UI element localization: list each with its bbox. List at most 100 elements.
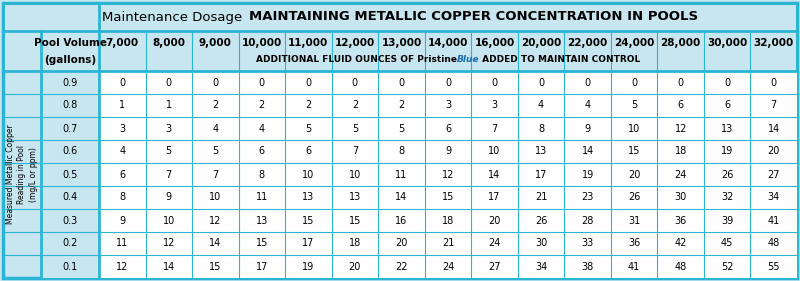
Text: 7: 7 (166, 169, 172, 180)
FancyBboxPatch shape (3, 3, 797, 278)
Text: 14: 14 (582, 146, 594, 157)
Text: 0: 0 (538, 78, 544, 87)
Text: 6: 6 (724, 101, 730, 110)
Text: 13: 13 (302, 192, 314, 203)
Text: 19: 19 (302, 262, 314, 271)
Text: 0.9: 0.9 (62, 78, 78, 87)
Text: 8: 8 (398, 146, 405, 157)
Text: 0.7: 0.7 (62, 124, 78, 133)
Text: 3: 3 (119, 124, 126, 133)
Text: 0: 0 (770, 78, 777, 87)
Text: 27: 27 (488, 262, 501, 271)
Text: 34: 34 (535, 262, 547, 271)
Text: 18: 18 (674, 146, 686, 157)
Bar (99, 71, 797, 278)
Text: 34: 34 (768, 192, 780, 203)
Text: 5: 5 (306, 124, 311, 133)
Text: 0.6: 0.6 (62, 146, 78, 157)
Text: 20: 20 (628, 169, 640, 180)
Text: 15: 15 (302, 216, 314, 225)
Text: 2: 2 (352, 101, 358, 110)
Text: 0.4: 0.4 (62, 192, 78, 203)
Text: 7: 7 (491, 124, 498, 133)
Text: 16: 16 (395, 216, 407, 225)
Text: 5: 5 (166, 146, 172, 157)
Bar (41, 71, 99, 278)
Text: 3: 3 (166, 124, 172, 133)
Text: 12: 12 (674, 124, 687, 133)
Text: 9: 9 (119, 216, 126, 225)
Text: 0: 0 (166, 78, 172, 87)
Text: 8: 8 (538, 124, 544, 133)
Text: 48: 48 (768, 239, 780, 248)
Text: 20: 20 (767, 146, 780, 157)
Text: 4: 4 (585, 101, 590, 110)
Text: 2: 2 (306, 101, 311, 110)
Text: 19: 19 (721, 146, 734, 157)
Text: Pool Volume: Pool Volume (34, 38, 106, 48)
Text: 9,000: 9,000 (199, 38, 232, 48)
Text: 20: 20 (488, 216, 501, 225)
Text: 2: 2 (398, 101, 405, 110)
Text: 41: 41 (768, 216, 780, 225)
Text: 9: 9 (445, 146, 451, 157)
Text: 7: 7 (352, 146, 358, 157)
Text: Blue: Blue (457, 55, 479, 64)
Text: 0: 0 (398, 78, 405, 87)
Text: 14,000: 14,000 (428, 38, 468, 48)
Text: 3: 3 (445, 101, 451, 110)
Text: 10: 10 (349, 169, 361, 180)
Text: 18: 18 (349, 239, 361, 248)
Text: 0: 0 (724, 78, 730, 87)
Text: 3: 3 (491, 101, 498, 110)
Text: 0: 0 (631, 78, 637, 87)
Text: 0: 0 (678, 78, 684, 87)
Text: ADDITIONAL FLUID OUNCES OF Pristine: ADDITIONAL FLUID OUNCES OF Pristine (256, 55, 457, 64)
Text: 20,000: 20,000 (521, 38, 561, 48)
Text: 9: 9 (585, 124, 590, 133)
Text: 15: 15 (209, 262, 222, 271)
Text: 48: 48 (674, 262, 686, 271)
Text: 0.2: 0.2 (62, 239, 78, 248)
Text: 11: 11 (116, 239, 128, 248)
Text: 12: 12 (209, 216, 222, 225)
Text: 36: 36 (674, 216, 686, 225)
Text: 31: 31 (628, 216, 640, 225)
Text: 0: 0 (119, 78, 126, 87)
Text: 30: 30 (535, 239, 547, 248)
Text: 7: 7 (212, 169, 218, 180)
Text: 10: 10 (162, 216, 175, 225)
Text: 15: 15 (442, 192, 454, 203)
Text: 14: 14 (768, 124, 780, 133)
Text: 5: 5 (398, 124, 405, 133)
Text: 1: 1 (166, 101, 172, 110)
Text: 36: 36 (628, 239, 640, 248)
Text: 9: 9 (166, 192, 172, 203)
Text: 32: 32 (721, 192, 734, 203)
Text: 15: 15 (628, 146, 640, 157)
Text: 15: 15 (349, 216, 361, 225)
Text: 22: 22 (395, 262, 408, 271)
Text: 27: 27 (767, 169, 780, 180)
Text: 4: 4 (259, 124, 265, 133)
Text: 24: 24 (674, 169, 687, 180)
Text: 15: 15 (256, 239, 268, 248)
Text: MAINTAINING METALLIC COPPER CONCENTRATION IN POOLS: MAINTAINING METALLIC COPPER CONCENTRATIO… (249, 10, 698, 24)
Text: 0: 0 (491, 78, 498, 87)
Text: 20: 20 (349, 262, 361, 271)
Text: 13: 13 (721, 124, 734, 133)
Text: 4: 4 (538, 101, 544, 110)
Text: 5: 5 (631, 101, 638, 110)
Text: 14: 14 (395, 192, 407, 203)
Text: 28: 28 (582, 216, 594, 225)
Text: 6: 6 (306, 146, 311, 157)
Text: 24: 24 (488, 239, 501, 248)
Text: 4: 4 (212, 124, 218, 133)
Text: 18: 18 (442, 216, 454, 225)
Text: 6: 6 (259, 146, 265, 157)
Text: 8,000: 8,000 (152, 38, 186, 48)
Text: 10: 10 (628, 124, 640, 133)
Text: 0: 0 (306, 78, 311, 87)
Text: 41: 41 (628, 262, 640, 271)
Text: 6: 6 (119, 169, 126, 180)
